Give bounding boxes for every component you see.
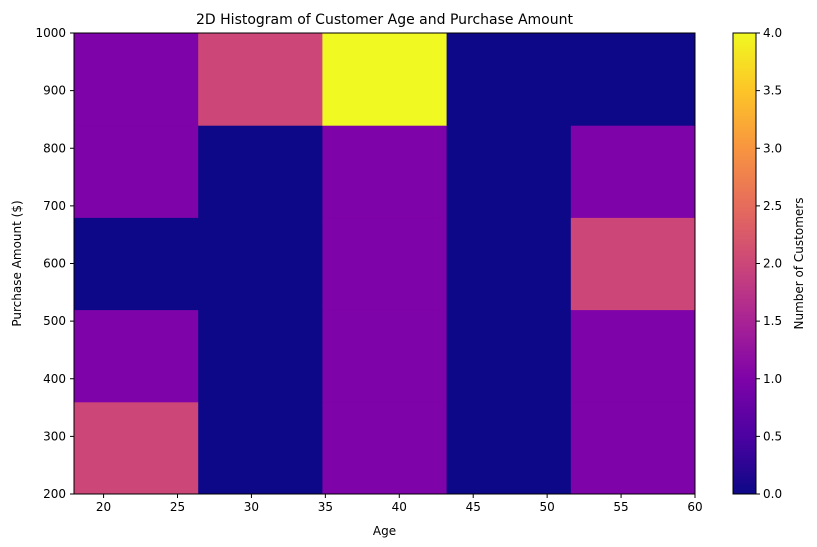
histogram-cell (446, 217, 572, 311)
y-tick-label: 800 (43, 141, 66, 155)
y-tick-label: 500 (43, 314, 66, 328)
histogram-cells (74, 33, 696, 495)
y-tick-label: 700 (43, 199, 66, 213)
x-tick-label: 45 (466, 500, 481, 514)
colorbar (732, 32, 757, 495)
histogram-cell (446, 401, 572, 495)
x-tick-label: 40 (392, 500, 407, 514)
histogram-cell (74, 33, 199, 126)
histogram-cell (74, 217, 199, 311)
histogram-cell (74, 401, 199, 495)
histogram-cell (322, 309, 448, 403)
x-tick-label: 35 (318, 500, 333, 514)
chart-title: 2D Histogram of Customer Age and Purchas… (196, 12, 573, 28)
y-axis-ticks: 200 300 400 500 600 700 800 900 1000 (35, 26, 74, 501)
y-tick-label: 1000 (35, 26, 66, 40)
colorbar-tick-label: 3.0 (763, 141, 782, 155)
histogram-cell (446, 33, 572, 126)
colorbar-tick-label: 0.5 (763, 429, 782, 443)
colorbar-tick-label: 3.5 (763, 84, 782, 98)
x-tick-label: 25 (170, 500, 185, 514)
histogram-cell (322, 33, 448, 126)
histogram-cell (198, 33, 323, 126)
colorbar-label: Number of Customers (792, 198, 806, 330)
histogram-cell (446, 309, 572, 403)
histogram-cell (322, 125, 448, 218)
x-tick-label: 60 (687, 500, 702, 514)
histogram-cell (322, 217, 448, 311)
x-tick-label: 50 (540, 500, 555, 514)
histogram-cell (198, 309, 323, 403)
histogram-cell (74, 309, 199, 403)
colorbar-tick-label: 4.0 (763, 26, 782, 40)
x-tick-label: 20 (96, 500, 111, 514)
histogram-cell (570, 309, 696, 403)
histogram-cell (570, 125, 696, 218)
histogram-cell (570, 217, 696, 311)
colorbar-tick-label: 0.0 (763, 487, 782, 501)
histogram-cell (198, 125, 323, 218)
y-tick-label: 300 (43, 429, 66, 443)
y-tick-label: 600 (43, 257, 66, 271)
colorbar-tick-label: 2.5 (763, 199, 782, 213)
histogram-cell (570, 401, 696, 495)
histogram-cell (570, 33, 696, 126)
histogram-cell (322, 401, 448, 495)
histogram-cell (74, 125, 199, 218)
y-tick-label: 900 (43, 84, 66, 98)
colorbar-tick-label: 2.0 (763, 257, 782, 271)
colorbar-tick-label: 1.5 (763, 314, 782, 328)
y-tick-label: 200 (43, 487, 66, 501)
histogram-cell (446, 125, 572, 218)
histogram-cell (198, 217, 323, 311)
colorbar-tick-label: 1.0 (763, 372, 782, 386)
colorbar-ticks: 0.0 0.5 1.0 1.5 2.0 2.5 3.0 3.5 4.0 (756, 26, 782, 501)
x-tick-label: 55 (613, 500, 628, 514)
y-tick-label: 400 (43, 372, 66, 386)
y-axis-label: Purchase Amount ($) (10, 200, 24, 326)
x-tick-label: 30 (244, 500, 259, 514)
x-axis-ticks: 20 25 30 35 40 45 50 55 60 (96, 494, 703, 514)
histogram-cell (198, 401, 323, 495)
x-axis-label: Age (373, 524, 396, 538)
